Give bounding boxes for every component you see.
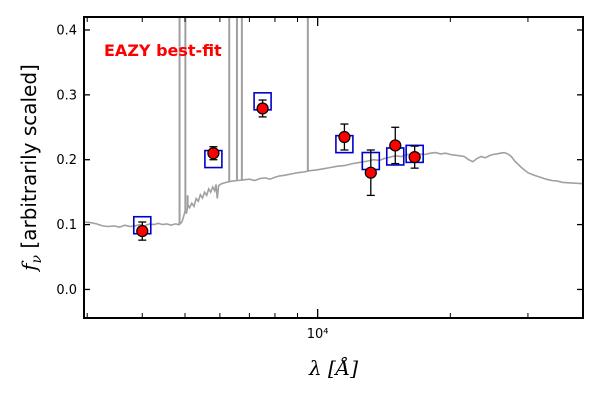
x-axis-label-symbol: λ: [308, 356, 322, 380]
observed-point: [408, 151, 421, 164]
legend-annotation: EAZY best-fit: [104, 41, 222, 60]
y-tick-label: 0.1: [56, 218, 77, 233]
observed-point: [207, 147, 220, 160]
x-tick-label: 10⁴: [307, 327, 329, 342]
axis-ticks: 0.0 0.1 0.2 0.3 0.4 10⁴: [56, 17, 583, 342]
y-tick-label: 0.3: [56, 88, 77, 103]
y-axis-label-subscript: ν: [29, 254, 45, 263]
model-spectrum-line: [84, 151, 583, 229]
y-tick-label: 0.0: [56, 283, 77, 298]
y-tick-label: 0.4: [56, 23, 77, 38]
observed-point: [256, 102, 269, 115]
y-axis-label-rest: [arbitrarily scaled]: [17, 64, 41, 248]
x-axis-label-rest: [Å]: [328, 355, 358, 380]
x-axis-label: λ [Å]: [308, 355, 358, 380]
plot-frame: [83, 16, 584, 319]
observed-point: [364, 166, 377, 179]
y-axis-label: fν [arbitrarily scaled]: [17, 64, 45, 273]
y-tick-label: 0.2: [56, 153, 77, 168]
observed-point: [136, 224, 149, 238]
plot-area: [84, 17, 583, 241]
observed-point: [338, 130, 351, 144]
observed-point: [389, 139, 402, 152]
